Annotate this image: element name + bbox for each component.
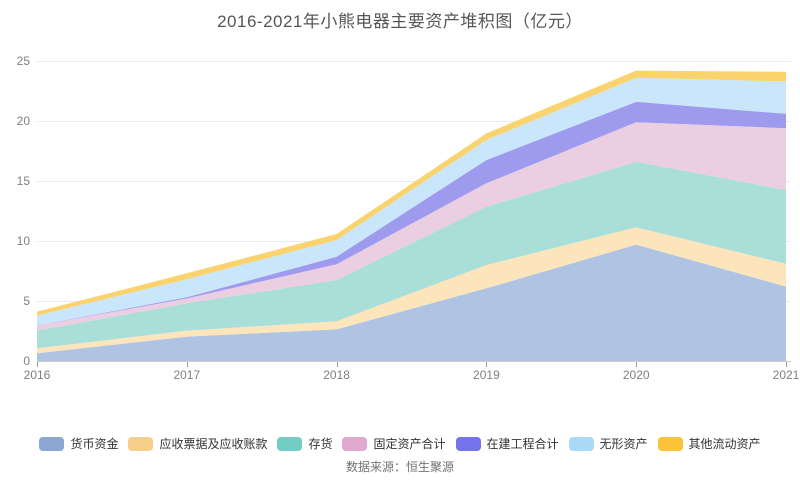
legend-item-无形资产[interactable]: 无形资产 [568, 435, 648, 452]
x-tick-label: 2019 [473, 368, 500, 382]
x-tick-label: 2018 [323, 368, 350, 382]
area-在建工程合计 [37, 101, 786, 326]
legend-label: 固定资产合计 [373, 437, 446, 451]
legend-item-存货[interactable]: 存货 [277, 435, 332, 452]
legend-swatch [39, 436, 65, 451]
legend-swatch [128, 436, 154, 451]
x-tick-label: 2017 [173, 368, 200, 382]
legend-item-其他流动资产[interactable]: 其他流动资产 [657, 435, 761, 452]
legend-label: 无形资产 [599, 437, 648, 451]
legend-swatch [657, 436, 683, 451]
y-tick-label: 0 [23, 354, 30, 368]
y-tick-label: 20 [17, 114, 31, 128]
data-source-label: 数据来源：恒生聚源 [345, 460, 454, 474]
legend-label: 货币资金 [70, 437, 119, 451]
legend-item-应收票据及应收账款[interactable]: 应收票据及应收账款 [128, 435, 267, 452]
y-tick-label: 10 [17, 234, 31, 248]
x-tick-label: 2016 [24, 368, 51, 382]
legend-item-固定资产合计[interactable]: 固定资产合计 [342, 435, 446, 452]
y-tick-label: 5 [23, 294, 30, 308]
legend-swatch [342, 436, 368, 451]
chart-title: 2016-2021年小熊电器主要资产堆积图（亿元） [217, 12, 583, 31]
area-无形资产 [37, 77, 786, 326]
x-tick-label: 2020 [623, 368, 650, 382]
y-tick-label: 15 [17, 174, 31, 188]
legend-label: 在建工程合计 [486, 437, 559, 451]
legend-swatch [568, 436, 594, 451]
area-固定资产合计 [37, 122, 786, 331]
legend-label: 其他流动资产 [688, 437, 761, 451]
area-货币资金 [37, 244, 786, 361]
area-应收票据及应收账款 [37, 227, 786, 354]
legend-label: 应收票据及应收账款 [159, 437, 268, 451]
plot-area: 2016 2017 2018 2019 2020 2021 0 5 10 15 20 25 [17, 54, 800, 382]
legend-item-在建工程合计[interactable]: 在建工程合计 [455, 435, 559, 452]
x-tick-label: 2021 [773, 368, 800, 382]
legend: 货币资金 应收票据及应收账款 存货 固定资产合计 在建工程合计 无形资产 其他流动资产 [0, 435, 800, 452]
legend-swatch [277, 436, 303, 451]
legend-swatch [455, 436, 481, 451]
legend-item-货币资金[interactable]: 货币资金 [39, 435, 118, 452]
legend-label: 存货 [308, 437, 333, 451]
area-存货 [37, 161, 786, 349]
y-tick-label: 25 [17, 54, 31, 68]
